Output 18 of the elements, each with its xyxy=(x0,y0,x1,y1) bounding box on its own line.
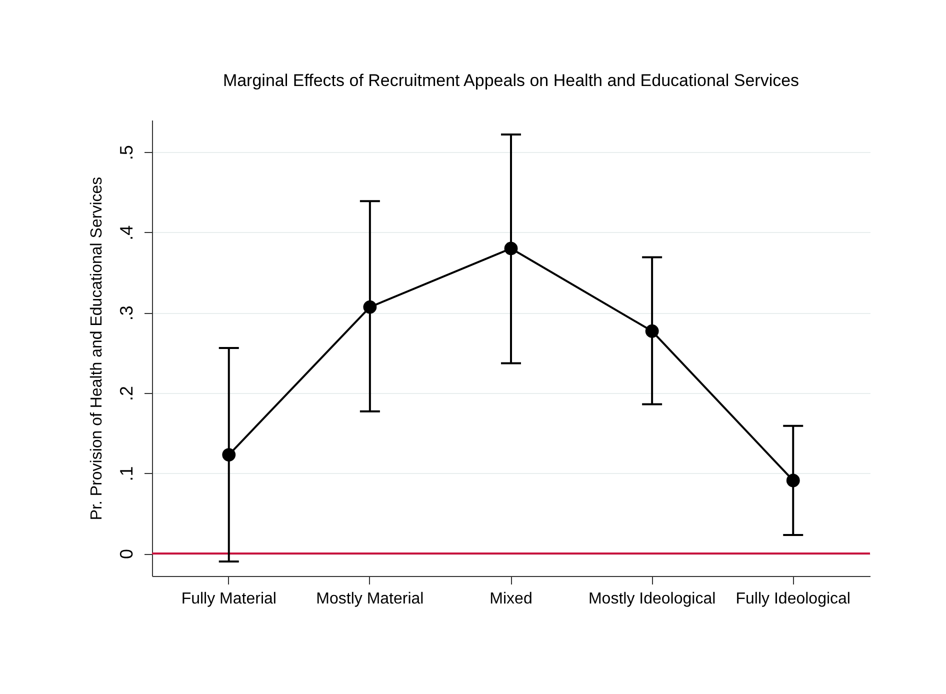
y-tick-label: .3 xyxy=(116,306,136,321)
y-tick-label: .2 xyxy=(116,386,136,401)
y-tick-label: .5 xyxy=(116,145,136,160)
x-tick-label: Mixed xyxy=(490,590,532,608)
point xyxy=(363,300,377,314)
point xyxy=(786,474,800,488)
x-tick-label: Mostly Ideological xyxy=(588,590,716,608)
x-tick-label: Fully Ideological xyxy=(736,590,850,608)
y-tick-label: .4 xyxy=(116,225,136,240)
chart-title: Marginal Effects of Recruitment Appeals on Health and Educational Services xyxy=(222,71,800,90)
point xyxy=(504,242,518,256)
x-tick-label: Fully Material xyxy=(181,590,276,608)
point xyxy=(222,448,236,462)
y-tick-label: .1 xyxy=(116,466,136,482)
y-tick-label: 0 xyxy=(116,549,136,560)
x-tick-label: Mostly Material xyxy=(316,590,424,608)
y-axis-title: Pr. Provision of Health and Educational Services xyxy=(88,176,106,520)
point xyxy=(645,324,659,338)
